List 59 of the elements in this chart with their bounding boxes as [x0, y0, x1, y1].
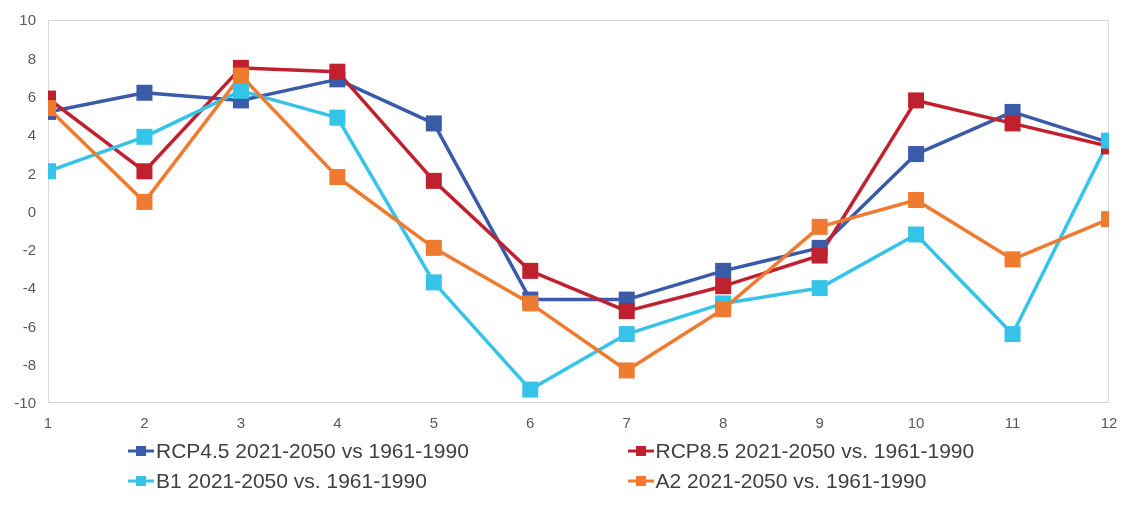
legend-label: RCP4.5 2021-2050 vs 1961-1990: [156, 439, 469, 463]
point: [908, 192, 925, 209]
x-tick-label: 7: [622, 413, 631, 431]
point: [715, 301, 732, 318]
point: [1004, 115, 1021, 132]
legend-label: RCP8.5 2021-2050 vs. 1961-1990: [655, 439, 975, 463]
point: [618, 326, 635, 343]
x-tick-label: 1: [43, 413, 53, 431]
point: [522, 381, 539, 398]
point: [425, 239, 442, 256]
y-tick-label: -4: [22, 279, 36, 297]
point: [811, 280, 828, 297]
y-tick-label: 6: [27, 87, 36, 105]
y-tick-label: 2: [27, 164, 36, 182]
y-tick-label: -2: [22, 241, 36, 259]
point: [618, 362, 635, 379]
point: [329, 109, 346, 126]
x-tick-label: 2: [140, 413, 149, 431]
y-tick-label: 4: [27, 126, 36, 144]
y-tick-label: -10: [14, 394, 36, 412]
x-tick-label: 5: [429, 413, 438, 431]
point: [715, 278, 732, 295]
point: [908, 226, 925, 243]
point: [136, 84, 153, 101]
y-tick-label: 10: [19, 11, 36, 29]
legend-label: A2 2021-2050 vs. 1961-1990: [655, 469, 927, 493]
point: [1004, 251, 1021, 268]
y-tick-label: -6: [22, 317, 36, 335]
x-tick-label: 3: [236, 413, 246, 431]
point: [329, 63, 346, 80]
point: [522, 295, 539, 312]
y-tick-label: 0: [27, 202, 36, 220]
x-tick-label: 12: [1100, 413, 1118, 431]
point: [908, 92, 925, 109]
x-tick-label: 6: [526, 413, 535, 431]
x-tick-label: 9: [815, 413, 824, 431]
point: [1004, 326, 1021, 343]
x-tick-label: 10: [907, 413, 925, 431]
x-tick-label: 8: [719, 413, 728, 431]
point: [136, 128, 153, 145]
point: [618, 303, 635, 320]
point: [232, 82, 249, 99]
point: [136, 163, 153, 180]
point: [425, 172, 442, 189]
point: [329, 169, 346, 186]
point: [715, 262, 732, 279]
point: [136, 193, 153, 210]
y-tick-label: 8: [27, 49, 36, 67]
point: [232, 67, 249, 84]
point: [811, 218, 828, 235]
x-tick-label: 4: [333, 413, 342, 431]
point: [811, 247, 828, 264]
y-tick-label: -8: [22, 356, 36, 374]
point: [522, 262, 539, 279]
point: [908, 146, 925, 163]
legend-label: B1 2021-2050 vs. 1961-1990: [156, 469, 427, 493]
point: [425, 115, 442, 132]
x-tick-label: 11: [1004, 413, 1021, 431]
point: [425, 274, 442, 291]
